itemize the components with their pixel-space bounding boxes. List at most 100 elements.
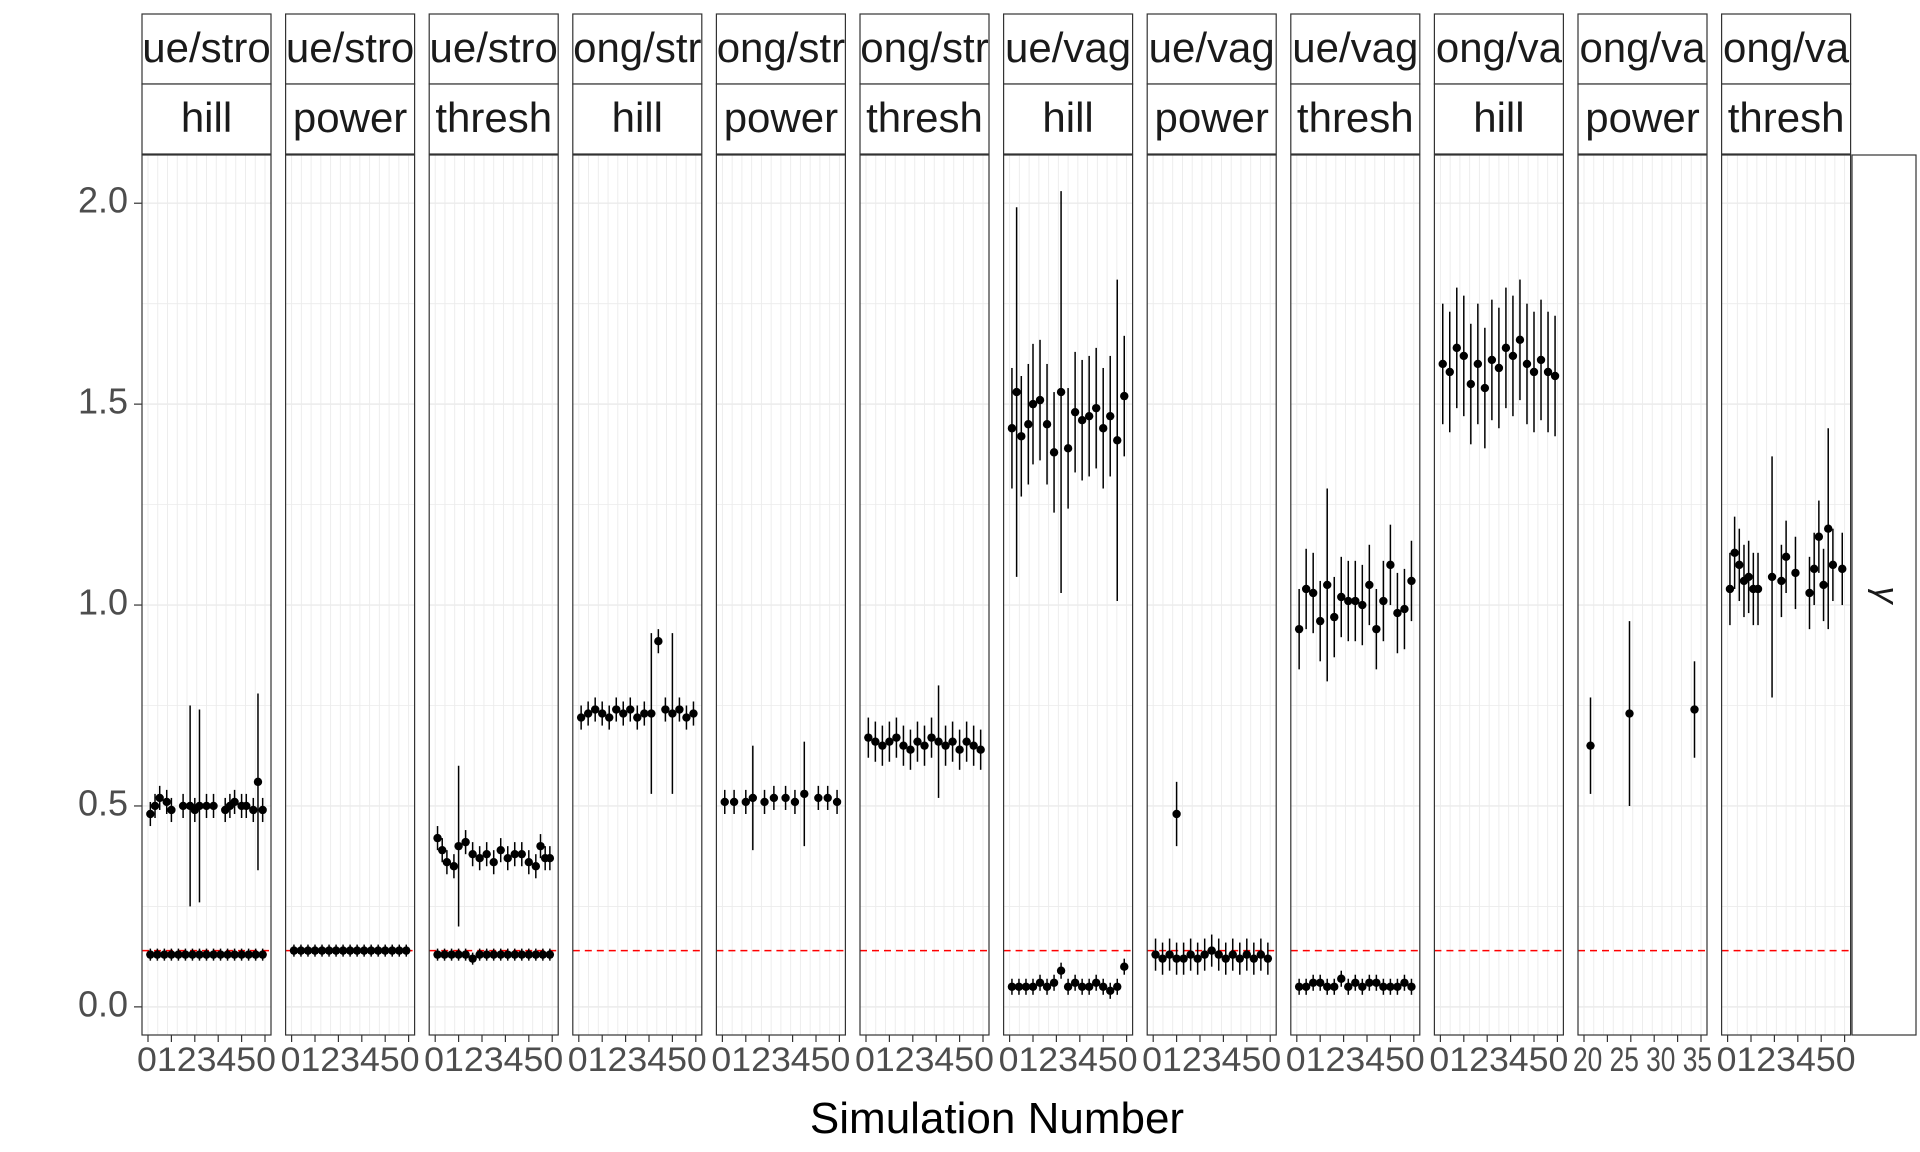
data-point <box>941 741 950 750</box>
data-point <box>1028 982 1038 991</box>
data-point <box>661 705 670 714</box>
strip-top-label: ong/str <box>573 24 701 71</box>
data-point <box>496 950 505 959</box>
data-point <box>1344 982 1353 991</box>
panel-border <box>1720 154 1852 1036</box>
strip-mid-box <box>1433 83 1565 155</box>
data-point <box>517 950 526 959</box>
data-point <box>1459 351 1469 361</box>
strip-mid-label: thresh <box>435 94 552 141</box>
y-tick-label: 1.5 <box>78 381 128 422</box>
data-point <box>1049 448 1059 457</box>
panel: ue/stro thresh 0123450 <box>424 13 563 1079</box>
data-point <box>324 946 334 955</box>
panel: ue/vag power 0123450 <box>1142 13 1281 1079</box>
data-point <box>682 713 691 722</box>
data-point <box>338 946 348 955</box>
data-point <box>1028 399 1038 409</box>
data-point <box>395 946 404 955</box>
data-point <box>1221 954 1230 963</box>
data-point <box>1063 444 1073 453</box>
panel: ong/va thresh 0123450 <box>1717 13 1856 1079</box>
data-point <box>1400 978 1409 987</box>
data-point <box>162 797 171 807</box>
data-point <box>1824 524 1833 533</box>
data-point <box>1323 580 1332 590</box>
data-point <box>237 950 246 959</box>
data-point <box>1021 982 1031 991</box>
strip-mid-box <box>572 83 703 155</box>
data-point <box>1035 395 1045 405</box>
data-point <box>1113 436 1122 445</box>
data-point <box>1372 624 1381 634</box>
data-point <box>1172 809 1181 819</box>
data-point <box>878 741 887 750</box>
data-point <box>1386 982 1395 991</box>
strip-mid-box <box>1290 83 1421 155</box>
data-point <box>832 797 842 807</box>
data-point <box>503 853 512 863</box>
strip-top-box <box>1433 13 1565 85</box>
data-point <box>440 950 449 959</box>
data-point <box>1407 982 1416 991</box>
data-point <box>934 737 943 746</box>
data-point <box>1452 343 1461 353</box>
data-point <box>1365 580 1374 590</box>
data-point <box>373 946 383 955</box>
data-point <box>748 793 758 803</box>
data-point <box>892 733 901 742</box>
data-point <box>489 950 498 959</box>
data-point <box>1438 359 1447 369</box>
data-point <box>619 709 628 718</box>
data-point <box>1466 379 1476 389</box>
x-tick-label: 0123450 <box>1429 1041 1568 1079</box>
data-point <box>1393 982 1402 991</box>
data-point <box>948 737 957 746</box>
data-point <box>317 946 327 955</box>
y-tick-label: 0.5 <box>78 782 128 823</box>
strip-top-box <box>1002 13 1134 85</box>
data-point <box>598 709 607 718</box>
data-point <box>244 950 253 959</box>
data-point <box>209 950 218 959</box>
data-point <box>969 741 978 750</box>
strip-top-box <box>1720 13 1852 85</box>
data-point <box>146 809 155 819</box>
data-point <box>1106 411 1115 421</box>
data-point <box>885 737 894 746</box>
x-tick-label: 0123450 <box>1142 1041 1281 1079</box>
data-point <box>253 777 263 787</box>
data-point <box>510 849 519 859</box>
data-point <box>1814 532 1824 541</box>
data-point <box>1077 416 1087 425</box>
data-point <box>1099 424 1108 433</box>
data-point <box>626 705 635 714</box>
strip-mid-box <box>1577 83 1708 155</box>
data-point <box>181 950 190 959</box>
data-point <box>1501 343 1511 353</box>
strip-mid-box <box>141 83 272 155</box>
data-point <box>1529 367 1539 377</box>
data-point <box>1179 954 1188 963</box>
data-point <box>1172 954 1181 963</box>
data-point <box>1515 335 1525 345</box>
strip-mid-box <box>859 83 990 155</box>
panel-border <box>859 154 990 1036</box>
data-point <box>729 797 739 807</box>
data-point <box>920 741 929 750</box>
data-point <box>496 845 505 855</box>
y-axis: 0.0 0.5 1.0 1.5 2.0 <box>78 180 142 1024</box>
strip-mid-label: hill <box>181 94 232 141</box>
data-point <box>1536 355 1546 365</box>
data-point <box>1777 576 1786 586</box>
data-point <box>531 862 541 871</box>
data-point <box>1301 982 1311 991</box>
data-point <box>1214 950 1223 959</box>
data-point <box>1056 966 1066 975</box>
data-point <box>1407 576 1416 586</box>
data-point <box>1586 741 1595 750</box>
data-point <box>1091 403 1101 413</box>
data-point <box>1805 588 1814 598</box>
panel-border <box>1433 154 1565 1036</box>
data-point <box>1730 548 1739 558</box>
